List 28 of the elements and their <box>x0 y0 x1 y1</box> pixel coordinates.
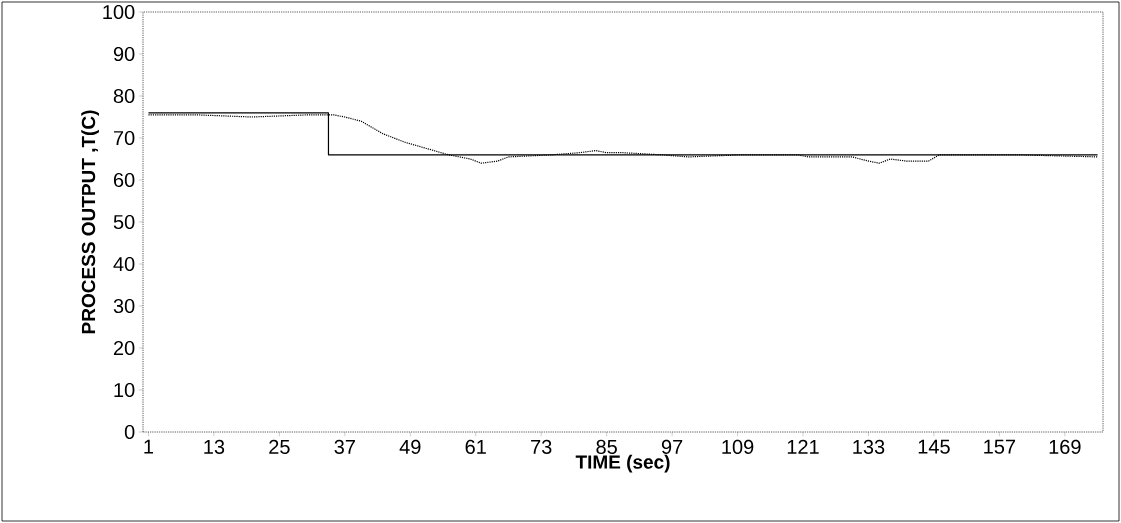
y-tick-label: 70 <box>113 130 135 146</box>
x-tick-label: 13 <box>204 439 225 454</box>
x-tick-label: 121 <box>787 439 819 454</box>
x-tick-label: 145 <box>918 439 950 454</box>
x-tick-label: 49 <box>399 439 421 454</box>
x-axis-title: TIME (sec) <box>575 454 670 473</box>
y-tick-label: 60 <box>113 172 135 188</box>
x-tick-label: 37 <box>334 439 355 454</box>
y-tick-label: 90 <box>113 46 135 62</box>
y-axis-title: PROCESS OUTPUT ,T(C) <box>81 110 99 334</box>
x-tick-label: 73 <box>531 439 552 454</box>
y-tick-label: 40 <box>113 256 135 272</box>
x-tick-label: 1 <box>144 439 154 454</box>
y-tick-label: 0 <box>124 424 135 440</box>
x-tick-label: 85 <box>596 439 617 454</box>
y-tick-label: 30 <box>113 298 135 314</box>
y-tick-label: 50 <box>113 214 135 230</box>
y-tick-label: 10 <box>114 382 135 398</box>
x-tick-label: 97 <box>661 439 683 454</box>
x-tick-label: 169 <box>1049 439 1081 454</box>
x-tick-label: 133 <box>853 439 885 454</box>
x-tick-label: 25 <box>269 439 290 454</box>
x-tick-label: 157 <box>984 439 1016 454</box>
y-tick-label: 80 <box>113 88 135 104</box>
y-tick-label: 100 <box>103 4 135 20</box>
y-tick-label: 20 <box>113 340 135 356</box>
x-tick-label: 61 <box>465 439 486 454</box>
x-tick-label: 109 <box>722 439 754 454</box>
